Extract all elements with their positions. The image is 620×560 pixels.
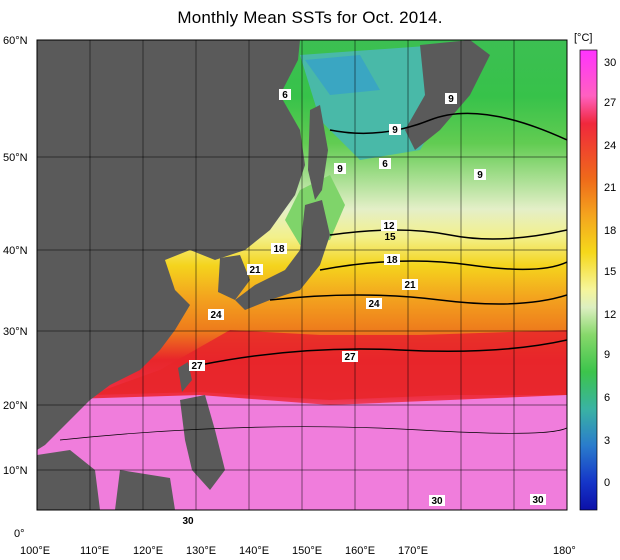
contour-label: 12 bbox=[383, 221, 395, 232]
colorbar-tick: 24 bbox=[604, 140, 616, 152]
colorbar-tick: 27 bbox=[604, 97, 616, 109]
map-frame bbox=[36, 39, 568, 511]
map-title: Monthly Mean SSTs for Oct. 2014. bbox=[177, 8, 443, 27]
contour-label: 15 bbox=[384, 232, 396, 243]
contour-labels: 6 9 9 6 9 9 12 15 18 21 18 21 24 24 27 2… bbox=[180, 89, 546, 527]
lat-label: 10°N bbox=[3, 465, 28, 477]
colorbar-tick: 30 bbox=[604, 57, 616, 69]
lon-label: 110°E bbox=[80, 545, 109, 557]
colorbar-tick: 3 bbox=[604, 435, 610, 447]
contour-label: 6 bbox=[282, 90, 288, 101]
lat-label: 0° bbox=[14, 528, 25, 540]
colorbar-tick: 18 bbox=[604, 225, 616, 237]
lat-label: 20°N bbox=[3, 400, 28, 412]
contour-label: 24 bbox=[210, 310, 222, 321]
lon-label: 180° bbox=[553, 545, 576, 557]
lon-labels: 100°E 110°E 120°E 130°E 140°E 150°E 160°… bbox=[20, 545, 576, 557]
contour-label: 30 bbox=[431, 496, 443, 507]
contour-label: 21 bbox=[249, 265, 261, 276]
contour-label: 30 bbox=[532, 495, 544, 506]
lon-label: 170°E bbox=[398, 545, 428, 557]
contour-label: 27 bbox=[191, 361, 203, 372]
contour-label: 9 bbox=[337, 164, 343, 175]
contour-label: 9 bbox=[448, 94, 454, 105]
colorbar-unit: [°C] bbox=[574, 32, 593, 44]
colorbar-tick: 15 bbox=[604, 266, 616, 278]
isotherms bbox=[59, 112, 567, 441]
colorbar-tick: 9 bbox=[604, 349, 610, 361]
contour-label: 18 bbox=[386, 255, 398, 266]
lat-label: 30°N bbox=[3, 326, 28, 338]
contour-label: 9 bbox=[392, 125, 398, 136]
lon-label: 120°E bbox=[133, 545, 163, 557]
colorbar-tick: 12 bbox=[604, 309, 616, 321]
contour-label: 18 bbox=[273, 244, 285, 255]
lat-label: 50°N bbox=[3, 152, 28, 164]
lon-label: 160°E bbox=[345, 545, 375, 557]
contour-label: 24 bbox=[368, 299, 380, 310]
lon-label: 140°E bbox=[239, 545, 269, 557]
lon-label: 100°E bbox=[20, 545, 50, 557]
lat-labels: 60°N 50°N 40°N 30°N 20°N 10°N 0° bbox=[3, 35, 28, 540]
contour-label: 6 bbox=[382, 159, 388, 170]
colorbar-tick: 6 bbox=[604, 392, 610, 404]
contour-label: 27 bbox=[344, 352, 356, 363]
colorbar: 30 27 24 21 18 15 12 9 6 3 0 bbox=[579, 49, 616, 511]
contour-label: 30 bbox=[182, 516, 194, 527]
contour-label: 9 bbox=[477, 170, 483, 181]
colorbar-tick: 0 bbox=[604, 477, 610, 489]
lon-label: 150°E bbox=[292, 545, 322, 557]
lon-label: 130°E bbox=[186, 545, 216, 557]
lat-label: 40°N bbox=[3, 245, 28, 257]
colorbar-tick: 21 bbox=[604, 182, 616, 194]
lat-label: 60°N bbox=[3, 35, 28, 47]
contour-label: 21 bbox=[404, 280, 416, 291]
land bbox=[37, 40, 490, 510]
